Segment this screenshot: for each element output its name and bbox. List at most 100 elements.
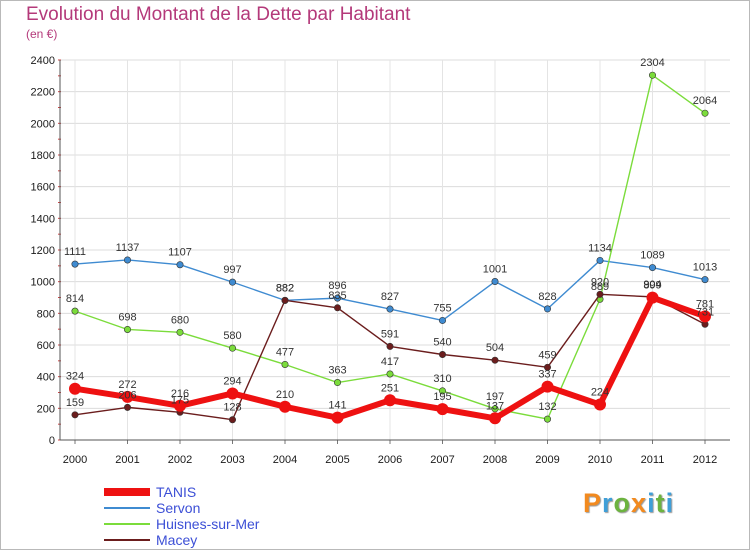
legend-swatch <box>104 488 150 496</box>
grid <box>60 59 730 440</box>
data-point <box>229 416 237 424</box>
data-label: 781 <box>696 298 714 310</box>
x-tick-label: 2002 <box>168 454 192 466</box>
data-label: 698 <box>118 311 136 323</box>
data-point <box>176 328 184 336</box>
x-tick-label: 2000 <box>63 454 87 466</box>
data-point <box>174 399 186 412</box>
data-point <box>229 278 237 286</box>
data-label: 417 <box>381 356 399 368</box>
x-tick-label: 2009 <box>535 454 559 466</box>
data-point <box>281 296 289 304</box>
legend-item: Huisnes-sur-Mer <box>104 516 259 532</box>
data-label: 216 <box>171 388 189 400</box>
data-point <box>646 291 659 304</box>
data-point <box>226 387 239 400</box>
data-label: 141 <box>328 400 346 412</box>
logo-letter: t <box>655 488 666 518</box>
data-label: 2064 <box>693 95 717 107</box>
logo-letter: x <box>631 488 648 518</box>
data-point <box>436 403 449 416</box>
logo-letter: r <box>602 488 614 518</box>
data-point <box>491 405 499 413</box>
legend-item: Macey <box>104 532 259 548</box>
data-label: 310 <box>433 373 451 385</box>
data-point <box>701 109 709 117</box>
data-point <box>69 382 81 395</box>
data-label: 337 <box>538 369 556 381</box>
data-label: 175 <box>171 394 189 406</box>
legend-label: Servon <box>156 500 201 516</box>
data-labels: 324 272 216 294 210 141 251 195 137 337 224 899 781 1… <box>64 57 717 414</box>
y-tick-label: 1000 <box>31 277 55 289</box>
data-point <box>124 256 132 264</box>
data-point <box>596 290 604 298</box>
data-point <box>438 350 446 358</box>
data-point <box>541 380 554 393</box>
data-label: 477 <box>276 346 294 358</box>
legend-label: TANIS <box>156 484 197 500</box>
data-point <box>543 415 551 423</box>
data-label: 272 <box>118 379 136 391</box>
x-tick-label: 2004 <box>273 454 297 466</box>
data-point <box>386 342 394 350</box>
data-point <box>543 305 551 313</box>
legend-item: Servon <box>104 500 259 516</box>
legend-swatch <box>104 507 150 509</box>
data-label: 294 <box>223 375 241 387</box>
data-label: 504 <box>486 342 504 354</box>
data-point <box>121 390 134 403</box>
x-tick-label: 2005 <box>325 454 349 466</box>
x-tick-label: 2010 <box>588 454 612 466</box>
y-tick-label: 2200 <box>31 87 55 99</box>
data-point <box>596 256 604 264</box>
y-tick-label: 1800 <box>31 150 55 162</box>
data-point <box>594 398 606 411</box>
legend-swatch <box>104 539 150 541</box>
y-tick-label: 1600 <box>31 182 55 194</box>
data-point <box>489 412 501 425</box>
legend: TANIS Servon Huisnes-sur-Mer Macey <box>104 484 259 548</box>
data-label: 197 <box>486 391 504 403</box>
data-point <box>333 294 341 302</box>
data-point <box>71 260 79 268</box>
data-label: 591 <box>381 328 399 340</box>
data-point <box>648 264 656 272</box>
data-point <box>699 310 711 323</box>
data-label: 195 <box>433 391 451 403</box>
x-tick-label: 2003 <box>220 454 244 466</box>
data-label: 206 <box>118 389 136 401</box>
data-label: 224 <box>591 387 609 399</box>
legend-swatch <box>104 523 150 525</box>
logo-letter: o <box>613 488 632 518</box>
proxiti-logo: Proxiti <box>583 488 674 519</box>
data-label: 128 <box>223 402 241 414</box>
data-label: 363 <box>328 365 346 377</box>
data-point <box>71 307 79 315</box>
y-tick-label: 800 <box>37 308 55 320</box>
y-tick-label: 600 <box>37 340 55 352</box>
data-point <box>333 304 341 312</box>
data-label: 899 <box>643 280 661 292</box>
data-point <box>333 379 341 387</box>
data-label: 251 <box>381 382 399 394</box>
y-tick-label: 0 <box>49 435 55 447</box>
data-label: 997 <box>223 264 241 276</box>
y-tick-label: 2000 <box>31 118 55 130</box>
data-point <box>281 360 289 368</box>
x-tick-label: 2012 <box>693 454 717 466</box>
data-label: 896 <box>328 280 346 292</box>
data-label: 1089 <box>640 250 664 262</box>
data-label: 1137 <box>116 242 140 254</box>
data-label: 137 <box>486 400 504 412</box>
data-label: 2304 <box>640 57 664 69</box>
data-label: 835 <box>328 290 346 302</box>
data-label: 1134 <box>588 242 612 254</box>
data-point <box>229 344 237 352</box>
data-point <box>543 363 551 371</box>
data-label: 827 <box>381 291 399 303</box>
chart-subtitle: (en €) <box>26 27 58 41</box>
data-point <box>491 356 499 364</box>
legend-label: Macey <box>156 532 198 548</box>
data-label: 882 <box>276 282 294 294</box>
